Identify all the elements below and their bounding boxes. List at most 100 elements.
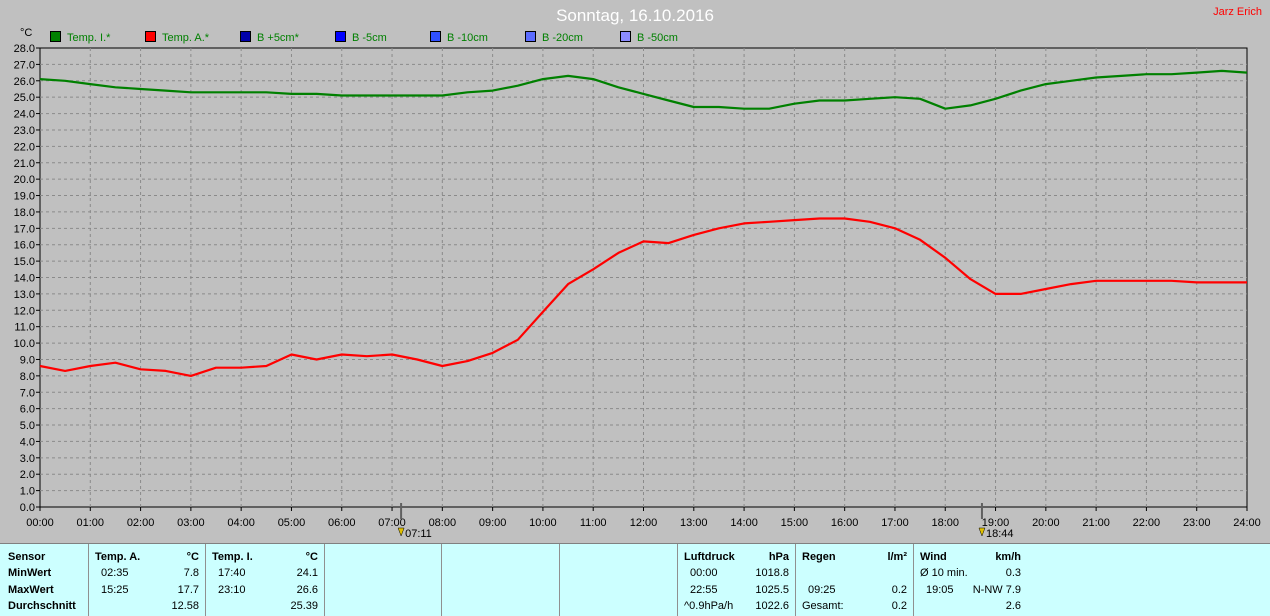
y-tick-label: 3.0 — [20, 453, 35, 465]
temp-i-average: 25.39 — [290, 600, 318, 612]
x-tick-label: 03:00 — [177, 517, 205, 529]
x-tick-label: 15:00 — [781, 517, 809, 529]
y-tick-label: 21.0 — [14, 158, 35, 170]
empty-column — [325, 544, 442, 616]
x-tick-label: 24:00 — [1233, 517, 1261, 529]
y-tick-label: 11.0 — [14, 322, 35, 334]
x-tick-label: 18:00 — [931, 517, 959, 529]
temp-i-max-time: 23:10 — [218, 584, 246, 596]
legend-label: Temp. A.* — [162, 32, 210, 44]
x-tick-label: 23:00 — [1183, 517, 1211, 529]
rain-total-value: 0.2 — [891, 600, 907, 612]
pressure-max-time: 22:55 — [690, 584, 718, 596]
y-tick-label: 15.0 — [14, 256, 35, 268]
series-line — [39, 217, 1247, 377]
legend-label: B -20cm — [542, 32, 583, 44]
x-tick-label: 02:00 — [127, 517, 155, 529]
x-tick-label: 04:00 — [227, 517, 255, 529]
wind-column: Wind km/h Ø 10 min. 0.3 19:05 N-NW 7.9 2… — [914, 544, 1029, 616]
temp-a-min-time: 02:35 — [101, 567, 129, 579]
temp-a-header: Temp. A. — [95, 551, 141, 563]
temp-a-max-time: 15:25 — [101, 584, 129, 596]
sensor-column: Sensor MinWert MaxWert Durchschnitt — [0, 544, 89, 616]
temp-i-min-value: 24.1 — [296, 567, 318, 579]
legend-swatch — [525, 31, 536, 42]
x-tick-label: 17:00 — [881, 517, 909, 529]
x-tick-label: 14:00 — [730, 517, 758, 529]
legend-swatch — [430, 31, 441, 42]
x-axis: 00:00 01:00 02:00 03:00 04:00 05:00 06:00 07:00… — [26, 507, 1261, 529]
series-lines — [39, 69, 1248, 377]
y-axis: 0.0 1.0 2.0 3.0 4.0 5.0 6.0 7.0 8.0 9.0 10.0 11.0 12… — [14, 43, 40, 514]
y-tick-label: 1.0 — [20, 486, 35, 498]
y-tick-label: 28.0 — [14, 43, 35, 55]
pressure-column: Luftdruck hPa 00:00 1018.8 22:55 1025.5 … — [678, 544, 796, 616]
x-tick-label: 00:00 — [26, 517, 54, 529]
temp-a-column: Temp. A. °C 02:35 7.8 15:25 17.7 12.58 — [89, 544, 206, 616]
legend-item: B +5cm* — [240, 31, 299, 44]
temperature-chart: 0.0 1.0 2.0 3.0 4.0 5.0 6.0 7.0 8.0 9.0 10.0 11.0 12… — [14, 27, 1261, 540]
legend-label: Temp. I.* — [67, 32, 111, 44]
legend-item: B -20cm — [525, 31, 583, 44]
y-tick-label: 20.0 — [14, 174, 35, 186]
y-tick-label: 27.0 — [14, 59, 35, 71]
legend-item: B -10cm — [430, 31, 488, 44]
y-tick-label: 6.0 — [20, 404, 35, 416]
legend-label: B -5cm — [352, 32, 387, 44]
legend-swatch — [620, 31, 631, 42]
y-tick-label: 26.0 — [14, 76, 35, 88]
y-tick-label: 5.0 — [20, 420, 35, 432]
pressure-min-value: 1018.8 — [755, 567, 789, 579]
rain-unit: l/m² — [887, 551, 907, 563]
temp-i-column: Temp. I. °C 17:40 24.1 23:10 26.6 25.39 — [206, 544, 325, 616]
y-tick-label: 7.0 — [20, 387, 35, 399]
x-tick-label: 08:00 — [429, 517, 457, 529]
rain-total-label: Gesamt: — [802, 600, 844, 612]
sun-icon — [397, 527, 405, 537]
wind-unit: km/h — [995, 551, 1021, 563]
x-tick-label: 21:00 — [1082, 517, 1110, 529]
x-tick-label: 20:00 — [1032, 517, 1060, 529]
wind-header: Wind — [920, 551, 947, 563]
y-tick-label: 13.0 — [14, 289, 35, 301]
rain-header: Regen — [802, 551, 836, 563]
y-tick-label: 14.0 — [14, 273, 35, 285]
legend-item: Temp. A.* — [145, 31, 209, 44]
x-tick-label: 06:00 — [328, 517, 356, 529]
y-tick-label: 12.0 — [14, 305, 35, 317]
legend-label: B -10cm — [447, 32, 488, 44]
x-tick-label: 10:00 — [529, 517, 557, 529]
x-tick-label: 09:00 — [479, 517, 507, 529]
pressure-max-value: 1025.5 — [755, 584, 789, 596]
legend-label: B -50cm — [637, 32, 678, 44]
sun-marker-label: 07:11 — [405, 528, 432, 540]
legend-swatch — [145, 31, 156, 42]
x-tick-label: 16:00 — [831, 517, 859, 529]
empty-column — [560, 544, 678, 616]
y-tick-label: 22.0 — [14, 141, 35, 153]
legend-item: B -50cm — [620, 31, 678, 44]
x-tick-label: 11:00 — [580, 517, 607, 529]
temp-i-unit: °C — [305, 551, 318, 563]
x-tick-label: 12:00 — [630, 517, 658, 529]
x-tick-label: 22:00 — [1133, 517, 1161, 529]
pressure-header: Luftdruck — [684, 551, 735, 563]
y-tick-label: 18.0 — [14, 207, 35, 219]
y-tick-label: 24.0 — [14, 109, 35, 121]
temp-a-min-value: 7.8 — [183, 567, 199, 579]
sun-marker-label: 18:44 — [986, 528, 1014, 540]
wind-max-time: 19:05 — [926, 584, 954, 596]
y-tick-label: 19.0 — [14, 191, 35, 203]
y-tick-label: 9.0 — [20, 354, 35, 366]
temp-i-max-value: 26.6 — [296, 584, 318, 596]
x-tick-label: 07:00 — [378, 517, 406, 529]
y-tick-label: 2.0 — [20, 469, 35, 481]
pressure-average: 1022.6 — [755, 600, 789, 612]
temp-a-average: 12.58 — [171, 600, 199, 612]
sun-icon — [978, 527, 986, 537]
rain-max-time: 09:25 — [808, 584, 836, 596]
legend-swatch — [335, 31, 346, 42]
pressure-trend: ^0.9hPa/h — [684, 600, 734, 612]
legend-label: B +5cm* — [257, 32, 299, 44]
row-label-avg: Durchschnitt — [8, 600, 76, 612]
